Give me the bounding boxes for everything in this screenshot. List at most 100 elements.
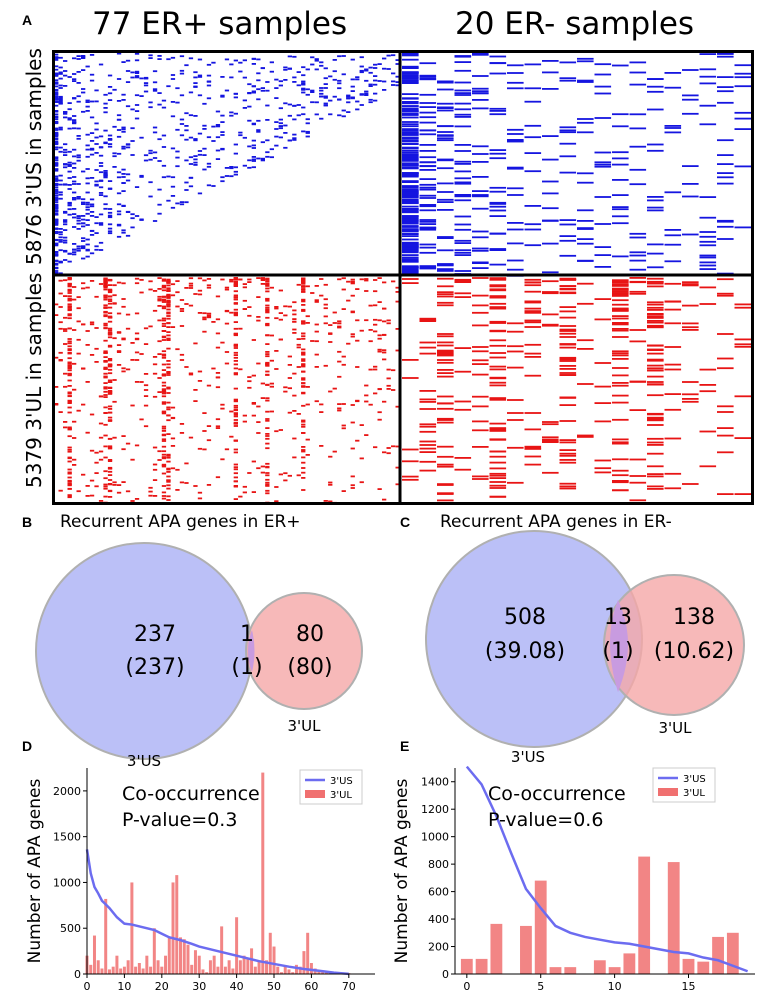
- chart-d-bar: [152, 928, 156, 974]
- chart-e-bar: [726, 932, 739, 974]
- chart-e-bar: [534, 880, 547, 974]
- chart-d-bar: [190, 964, 194, 974]
- venn-b-ul-circle: [245, 592, 363, 710]
- chart-d-bar: [246, 957, 250, 974]
- chart-d-bar: [253, 966, 257, 974]
- chart-d-bar: [302, 951, 306, 974]
- chart-e-bar: [697, 961, 710, 974]
- venn-c-left-count: 508: [504, 605, 546, 630]
- venn-b-overlap-expected: (1): [231, 655, 262, 680]
- venn-c-title: Recurrent APA genes in ER-: [440, 512, 672, 532]
- chart-d-xtick: 50: [267, 980, 281, 993]
- chart-d-bar: [182, 939, 186, 974]
- chart-d-bar: [115, 955, 119, 974]
- chart-d-xtick: 30: [192, 980, 206, 993]
- chart-d-bar: [276, 966, 280, 974]
- chart-e-bar: [564, 967, 577, 974]
- chart-d-legend: [299, 769, 363, 805]
- panel-label-e: E: [400, 738, 410, 754]
- heatmap-er-neg-us: [402, 52, 752, 277]
- chart-d-bar: [92, 935, 96, 974]
- chart-d-xtick: 10: [117, 980, 131, 993]
- chart-e-annotation: Co-occurrence: [488, 783, 626, 805]
- chart-d-bar: [265, 960, 269, 974]
- chart-e-us-line: [465, 765, 749, 973]
- venn-b-left-expected: (237): [125, 655, 184, 680]
- chart-d-bar: [160, 966, 164, 974]
- venn-c-right-expected: (10.62): [654, 639, 734, 664]
- chart-d-bar: [141, 968, 145, 974]
- chart-e-ytick: 1400: [421, 776, 449, 789]
- venn-b-us-circle: [35, 542, 253, 760]
- chart-e-ytick: 200: [428, 941, 449, 954]
- venn-c-right-count: 138: [673, 605, 715, 630]
- heatmap-grid: [52, 50, 754, 505]
- chart-d-bar: [287, 969, 291, 974]
- chart-d-bar: [197, 955, 201, 974]
- chart-d-bar: [283, 966, 287, 974]
- heatmap-border: [52, 50, 754, 505]
- chart-d-bar: [298, 966, 302, 974]
- heatmap-er-neg-ul: [402, 277, 752, 502]
- chart-d-bar: [216, 966, 220, 974]
- chart-d: 0 10 20 30 40 50 60 70 0 500 1000 1500 2000 Number of…: [25, 768, 375, 993]
- chart-e-bar: [549, 967, 562, 974]
- chart-e-legend: [652, 767, 716, 803]
- chart-d-bar: [261, 772, 265, 974]
- chart-d-bar: [167, 937, 171, 974]
- heatmap-col-title-er-pos: 77 ER+ samples: [92, 6, 348, 42]
- panel-label-d: D: [22, 738, 33, 754]
- venn-b-right-expected: (80): [287, 655, 332, 680]
- chart-e: 0 5 10 15 0 200 400 600 800 1000 1200 1400 Number of…: [392, 765, 755, 993]
- chart-d-annotation: P-value=0.3: [122, 809, 237, 831]
- chart-d-bar: [96, 960, 100, 974]
- venn-b-left-name: 3'US: [127, 752, 161, 770]
- chart-e-ytick: 1000: [421, 831, 449, 844]
- chart-d-bar: [149, 966, 153, 974]
- chart-e-legend-us: 3'US: [683, 774, 706, 785]
- venn-b: 237 (237) 1 (1) 80 (80) 3'US 3'UL: [35, 542, 363, 770]
- chart-d-bar: [212, 955, 216, 974]
- chart-e-ytick: 1200: [421, 803, 449, 816]
- chart-d-bar: [231, 968, 235, 974]
- chart-d-bar: [201, 969, 205, 974]
- chart-d-bar: [193, 950, 197, 974]
- chart-d-xtick: 60: [304, 980, 318, 993]
- venn-b-title: Recurrent APA genes in ER+: [60, 512, 301, 532]
- chart-d-ylabel: Number of APA genes: [25, 779, 45, 964]
- panel-label-a: A: [22, 12, 33, 28]
- chart-d-bar: [126, 960, 130, 974]
- chart-e-bar: [638, 856, 651, 974]
- venn-c-left-expected: (39.08): [485, 639, 565, 664]
- chart-e-xtick: 5: [537, 980, 544, 993]
- heatmap-row-label-us: 5876 3'US in samples: [22, 48, 46, 265]
- chart-d-bar: [223, 966, 227, 974]
- chart-e-xtick: 15: [681, 980, 695, 993]
- chart-d-ytick: 0: [74, 968, 81, 981]
- chart-d-bar: [227, 960, 231, 974]
- chart-e-annotation: P-value=0.6: [488, 809, 603, 831]
- chart-d-legend-ul: 3'UL: [330, 790, 352, 801]
- chart-e-xtick: 0: [463, 980, 470, 993]
- chart-e-bar: [712, 936, 724, 974]
- chart-d-ytick: 2000: [53, 785, 81, 798]
- chart-d-bar: [294, 964, 298, 974]
- chart-d-bar: [208, 960, 212, 974]
- venn-c-left-name: 3'US: [511, 748, 545, 766]
- chart-d-ytick: 1500: [53, 831, 81, 844]
- chart-d-bar: [238, 960, 242, 974]
- chart-e-bar: [593, 960, 606, 974]
- chart-d-annotation: Co-occurrence: [122, 783, 260, 805]
- chart-d-bar: [111, 966, 115, 974]
- chart-d-ytick: 500: [60, 922, 81, 935]
- chart-e-legend-ul: 3'UL: [683, 788, 705, 799]
- chart-d-bar: [134, 966, 138, 974]
- chart-e-bar: [682, 958, 695, 974]
- venn-c-overlap-expected: (1): [602, 639, 633, 664]
- chart-d-bar: [242, 955, 246, 974]
- chart-d-bar: [145, 955, 149, 974]
- chart-d-xtick: 0: [84, 980, 91, 993]
- chart-e-bar: [520, 925, 532, 974]
- chart-d-bar: [107, 969, 111, 974]
- venn-c: 508 (39.08) 13 (1) 138 (10.62) 3'US 3'UL: [425, 530, 745, 766]
